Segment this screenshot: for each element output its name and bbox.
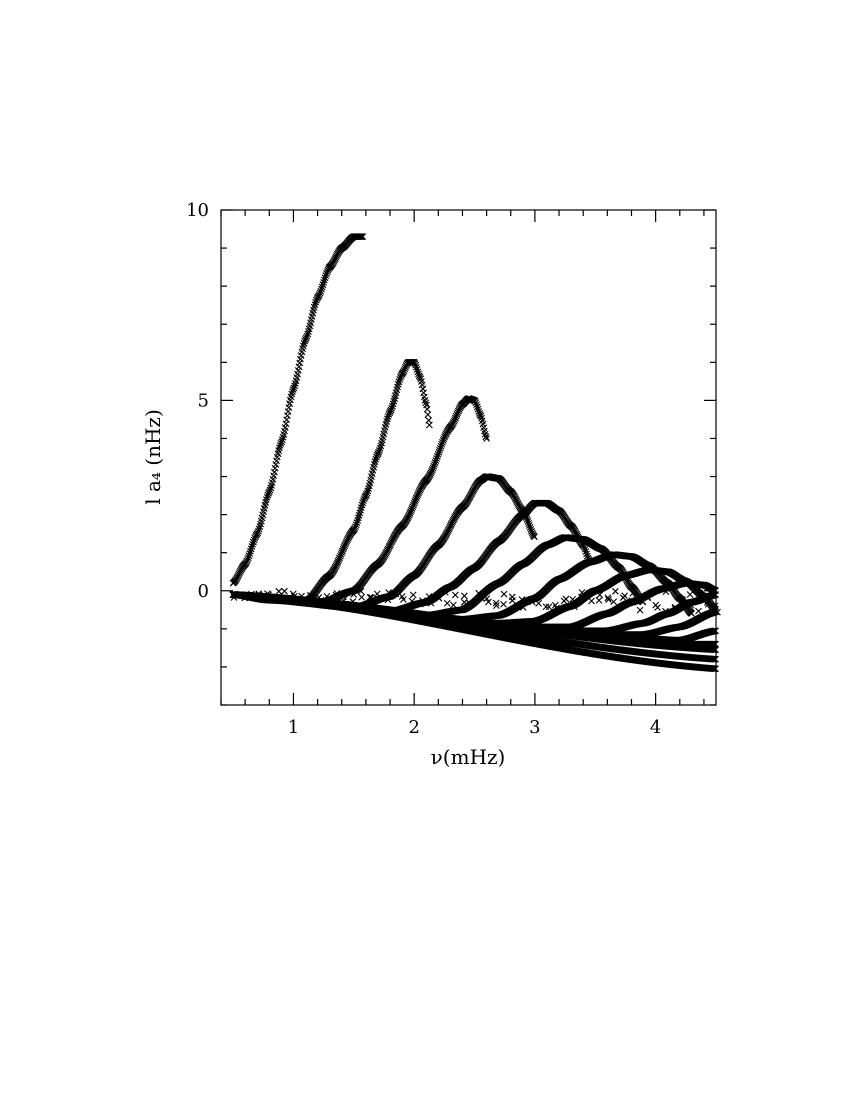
data-point <box>424 406 430 412</box>
data-point <box>425 412 431 418</box>
data-point <box>426 422 432 428</box>
data-marks <box>230 234 720 672</box>
